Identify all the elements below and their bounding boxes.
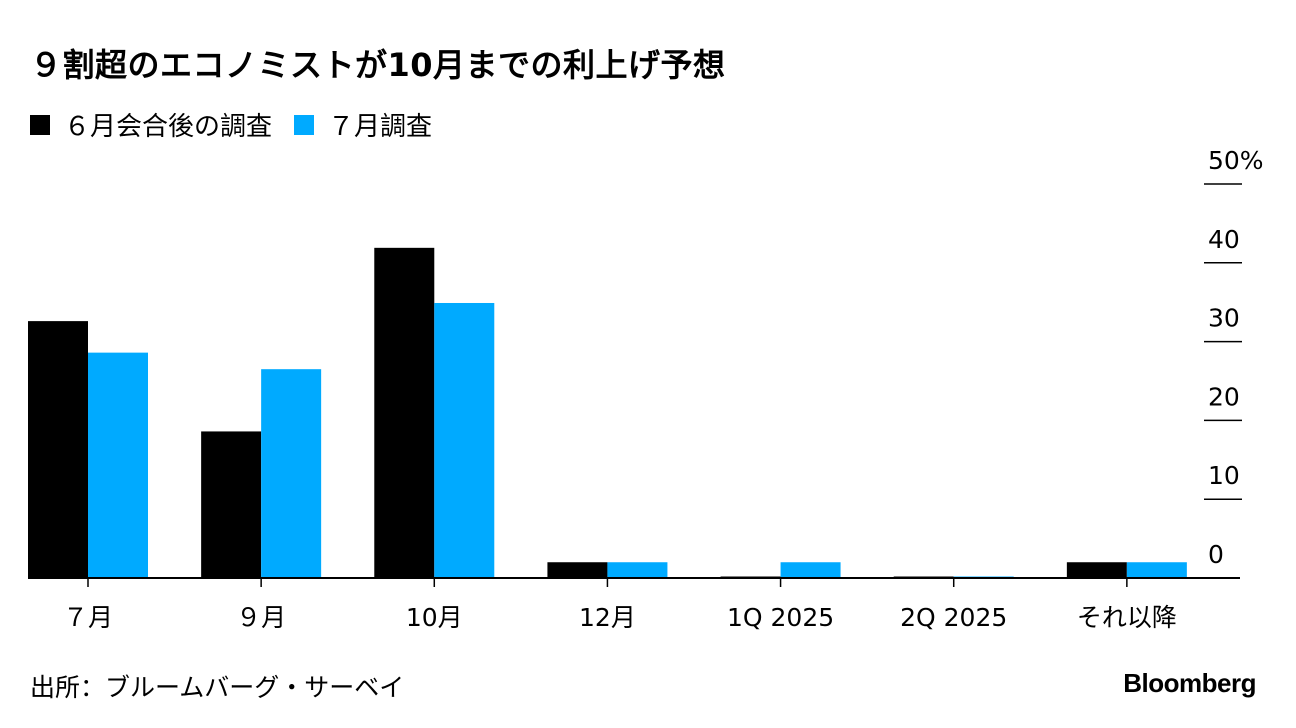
y-tick-label-0: 0 xyxy=(1208,540,1224,569)
y-tick-label-30: 30 xyxy=(1208,304,1240,333)
bar-july-0 xyxy=(88,352,148,578)
legend-label-july: ７月調査 xyxy=(328,112,433,142)
bar-june-3 xyxy=(547,562,608,578)
bloomberg-logo: Bloomberg xyxy=(1123,668,1256,698)
bar-june-6 xyxy=(1066,562,1127,578)
legend-item-june: ６月会合後の調査 xyxy=(30,106,272,143)
legend-swatch-june xyxy=(30,114,50,135)
x-tick-label-2: 10月 xyxy=(406,603,463,632)
source-note: 出所：ブルームバーグ・サーベイ xyxy=(30,673,405,702)
x-tick-label-1: ９月 xyxy=(236,603,286,632)
y-tick-label-10: 10 xyxy=(1208,461,1240,490)
y-tick-label-40: 40 xyxy=(1208,225,1240,254)
chart-title: ９割超のエコノミストが10月までの利上げ予想 xyxy=(30,46,726,84)
x-tick-label-3: 12月 xyxy=(579,603,636,632)
bar-july-2 xyxy=(434,302,495,578)
x-tick-label-6: それ以降 xyxy=(1077,603,1177,632)
bar-june-0 xyxy=(28,321,88,578)
x-tick-label-0: ７月 xyxy=(63,603,113,632)
bar-july-6 xyxy=(1126,562,1187,578)
y-tick-label-50: 50% xyxy=(1208,146,1264,175)
bar-june-1 xyxy=(201,431,262,578)
x-tick-label-4: 1Q 2025 xyxy=(727,603,834,632)
y-tick-label-20: 20 xyxy=(1208,382,1240,411)
bar-july-1 xyxy=(261,369,322,578)
x-tick-label-5: 2Q 2025 xyxy=(900,603,1007,632)
legend-label-june: ６月会合後の調査 xyxy=(64,112,273,142)
legend-swatch-july xyxy=(294,114,315,135)
legend: ６月会合後の調査 ７月調査 xyxy=(30,106,454,143)
legend-item-july: ７月調査 xyxy=(294,106,432,143)
bar-july-3 xyxy=(607,562,668,578)
bar-july-4 xyxy=(780,562,841,578)
bar-june-2 xyxy=(374,247,435,578)
